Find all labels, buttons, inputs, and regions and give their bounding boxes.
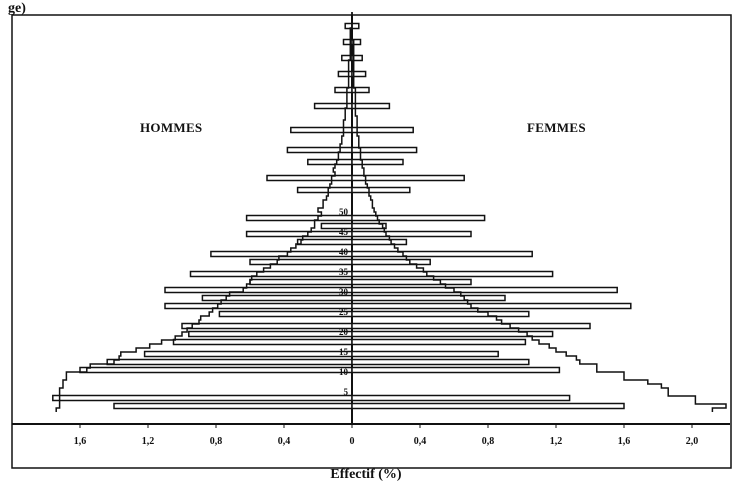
hommes-bar-age-10 [79,366,353,374]
hommes-bar-age-1 [113,402,353,410]
femmes-bar-age-44 [351,230,472,238]
hommes-bar-age-21 [181,322,353,330]
x-tick-label: 0,4 [278,436,291,447]
femmes-bar-age-28 [351,294,506,302]
x-tick-label: 2,0 [686,436,699,447]
femmes-bar-age-58 [351,174,465,182]
hommes-bar-age-32 [249,278,353,286]
femmes-profile [351,12,727,412]
age-tick-label: 15 [339,347,349,357]
femmes-bar-age-10 [351,366,561,374]
x-tick-label: 0 [350,436,355,447]
hommes-bar-age-65 [286,146,353,154]
femmes-bar-age-14 [351,350,499,358]
right-label: FEMMES [527,120,586,135]
hommes-bar-age-55 [296,186,353,194]
femmes-bar-age-17 [351,338,527,346]
age-tick-label: 20 [339,327,349,337]
femmes-bar-age-32 [351,278,472,286]
hommes-bar-age-58 [266,174,353,182]
x-tick-label: 1,6 [618,436,631,447]
hommes-bar-age-48 [245,214,353,222]
x-axis-title: Effectif (%) [330,467,401,482]
age-ticks: 5 10 15 20 25 30 35 40 45 50 [339,207,349,397]
x-tick-label: 1,6 [74,436,87,447]
femmes-bar-age-46 [351,222,387,230]
femmes-bar-age-80 [351,86,370,94]
x-tick-label: 1,2 [142,436,155,447]
femmes-bar-age-84 [351,70,367,78]
femmes-bar-age-48 [351,214,486,222]
hommes-bar-age-62 [307,158,353,166]
x-tick-label: 1,2 [550,436,563,447]
hommes-bar-age-14 [143,350,353,358]
femmes-bar-age-76 [351,102,391,110]
hommes-bar-age-37 [249,258,353,266]
femmes-bar-age-21 [351,322,591,330]
femmes-bar-age-42 [351,238,408,246]
left-label: HOMMES [140,120,202,135]
hommes-profile [55,12,353,412]
femmes-bars [351,22,632,410]
femmes-bar-age-62 [351,158,404,166]
hommes-bar-age-80 [334,86,353,94]
x-tick-label: 0,4 [414,436,427,447]
femmes-bar-age-30 [351,286,618,294]
title-fragment: ge) [8,1,26,16]
femmes-bar-age-39 [351,250,533,258]
age-tick-label: 10 [339,367,349,377]
hommes-bar-age-12 [106,358,353,366]
age-tick-label: 35 [339,267,349,277]
femmes-bar-age-65 [351,146,418,154]
femmes-bar-age-26 [351,302,632,310]
x-ticks: 1,6 1,2 0,8 0,4 0 0,4 0,8 1,2 1,6 2,0 [74,424,699,447]
hommes-bar-age-84 [337,70,353,78]
hommes-bar-age-30 [164,286,353,294]
hommes-bar-age-17 [172,338,353,346]
age-tick-label: 50 [339,207,349,217]
femmes-bar-age-55 [351,186,411,194]
hommes-bar-age-19 [188,330,353,338]
femmes-bar-age-96 [351,22,360,30]
hommes-bar-age-24 [218,310,353,318]
x-tick-label: 0,8 [210,436,223,447]
femmes-bar-age-1 [351,402,625,410]
age-tick-label: 5 [344,387,349,397]
femmes-bar-age-70 [351,126,414,134]
femmes-bar-age-3 [351,394,571,402]
hommes-bar-age-34 [189,270,353,278]
hommes-bars [52,22,353,410]
femmes-bar-age-88 [351,54,363,62]
plot-frame [11,14,732,469]
femmes-bar-age-37 [351,258,431,266]
age-tick-label: 30 [339,287,349,297]
x-tick-label: 0,8 [482,436,495,447]
femmes-bar-age-24 [351,310,530,318]
femmes-bar-age-12 [351,358,530,366]
age-tick-label: 45 [339,227,349,237]
hommes-bar-age-42 [296,238,353,246]
hommes-bar-age-3 [52,394,353,402]
age-profiles [55,12,727,412]
femmes-bar-age-34 [351,270,554,278]
age-tick-label: 25 [339,307,349,317]
femmes-bar-age-92 [351,38,362,46]
femmes-bar-age-19 [351,330,554,338]
age-tick-label: 40 [339,247,349,257]
hommes-bar-age-44 [245,230,353,238]
hommes-bar-age-26 [164,302,353,310]
